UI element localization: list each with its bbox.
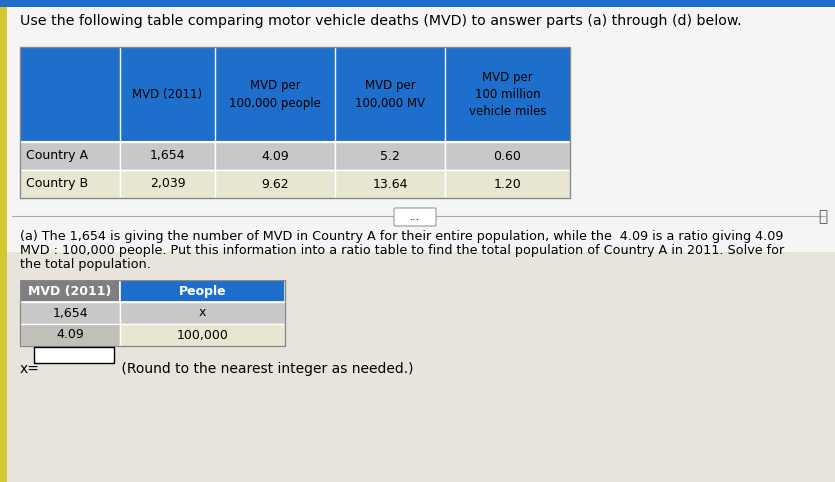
Text: MVD (2011): MVD (2011)	[133, 88, 203, 101]
Bar	[335, 142, 445, 170]
Text: Country B: Country B	[26, 177, 89, 190]
Bar	[445, 142, 570, 170]
Text: Country A: Country A	[26, 149, 88, 162]
Bar	[20, 170, 120, 198]
Bar	[215, 170, 335, 198]
Text: x: x	[199, 307, 206, 320]
Text: MVD (2011): MVD (2011)	[28, 284, 112, 297]
Text: 40,392,160: 40,392,160	[36, 348, 112, 362]
Text: 2,039: 2,039	[149, 177, 185, 190]
Bar	[20, 280, 120, 302]
Text: MVD per
100,000 MV: MVD per 100,000 MV	[355, 80, 425, 109]
Text: 13.64: 13.64	[372, 177, 407, 190]
Bar	[20, 142, 120, 170]
FancyBboxPatch shape	[394, 208, 436, 226]
Bar	[120, 142, 215, 170]
Text: x=: x=	[20, 362, 40, 376]
Bar	[215, 142, 335, 170]
Text: MVD : 100,000 people. Put this information into a ratio table to find the total : MVD : 100,000 people. Put this informati…	[20, 244, 784, 257]
Bar	[20, 302, 120, 324]
Text: the total population.: the total population.	[20, 258, 151, 271]
Bar	[20, 47, 570, 142]
Text: 9.62: 9.62	[261, 177, 289, 190]
Bar	[120, 170, 215, 198]
Text: 4.09: 4.09	[261, 149, 289, 162]
Text: (a) The 1,654 is giving the number of MVD in Country A for their entire populati: (a) The 1,654 is giving the number of MV…	[20, 230, 783, 243]
Text: Use the following table comparing motor vehicle deaths (MVD) to answer parts (a): Use the following table comparing motor …	[20, 14, 741, 28]
Text: 4.09: 4.09	[56, 329, 84, 342]
Bar	[120, 280, 285, 302]
Bar	[120, 302, 285, 324]
Bar	[0, 0, 7, 482]
Text: MVD per
100 million
vehicle miles: MVD per 100 million vehicle miles	[468, 71, 546, 118]
Bar	[120, 324, 285, 346]
Bar	[445, 170, 570, 198]
Bar	[20, 47, 570, 198]
Text: 100,000: 100,000	[176, 329, 229, 342]
Text: (Round to the nearest integer as needed.): (Round to the nearest integer as needed.…	[117, 362, 413, 376]
Bar	[335, 170, 445, 198]
Bar	[34, 347, 114, 363]
Text: 1,654: 1,654	[149, 149, 185, 162]
Text: 1.20: 1.20	[493, 177, 521, 190]
Bar	[20, 280, 285, 346]
Bar	[0, 252, 835, 482]
Text: 5.2: 5.2	[380, 149, 400, 162]
Bar	[20, 324, 120, 346]
Text: ...: ...	[410, 212, 420, 222]
Text: 1,654: 1,654	[52, 307, 88, 320]
Text: People: People	[179, 284, 226, 297]
Text: MVD per
100,000 people: MVD per 100,000 people	[229, 80, 321, 109]
Bar	[0, 0, 835, 7]
Text: 0.60: 0.60	[493, 149, 521, 162]
Text: ⥥: ⥥	[818, 210, 827, 225]
